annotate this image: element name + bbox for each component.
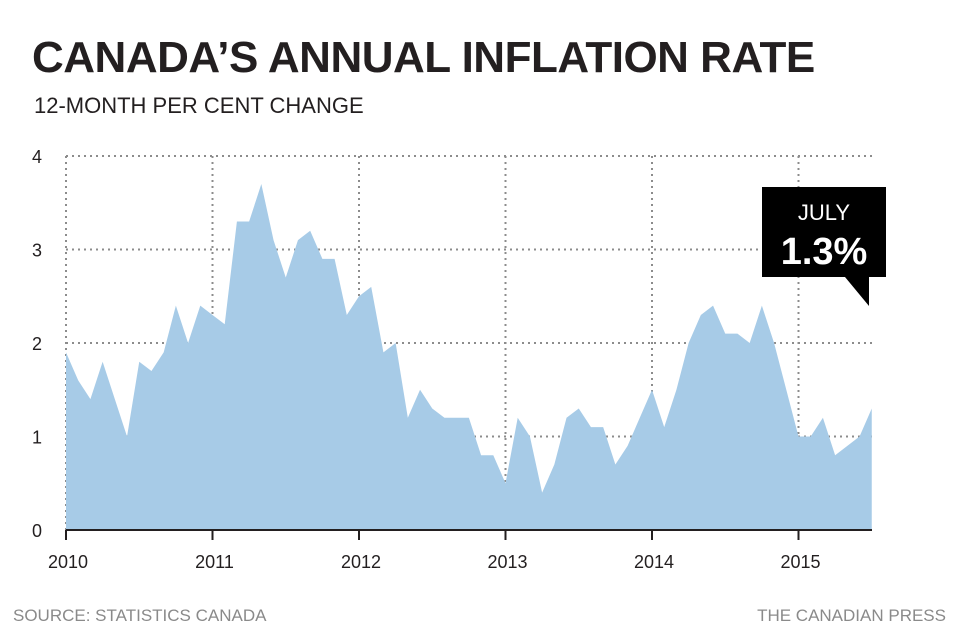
callout-box: JULY 1.3% (762, 187, 886, 306)
x-tick-label: 2013 (487, 552, 527, 572)
y-tick-label: 4 (32, 147, 42, 167)
x-tick-label: 2015 (780, 552, 820, 572)
x-tick-label: 2011 (195, 552, 234, 572)
y-tick-label: 0 (32, 521, 42, 541)
inflation-area (66, 184, 872, 531)
y-tick-label: 3 (32, 241, 42, 261)
y-tick-label: 1 (32, 428, 42, 448)
x-tick-label: 2012 (341, 552, 381, 572)
source-note: SOURCE: STATISTICS CANADA (13, 606, 267, 625)
callout-value-label: 1.3% (781, 231, 868, 273)
chart-subtitle: 12-MONTH PER CENT CHANGE (34, 93, 364, 118)
credit-note: THE CANADIAN PRESS (757, 606, 946, 625)
callout-month-label: JULY (798, 200, 850, 225)
x-tick-label: 2010 (48, 552, 88, 572)
x-tick-label: 2014 (634, 552, 674, 572)
y-tick-label: 2 (32, 334, 42, 354)
chart-title: CANADA’S ANNUAL INFLATION RATE (32, 33, 815, 82)
callout-background (762, 187, 886, 306)
tick-labels: 0 1 2 3 4 2010 2011 2012 2013 2014 2015 (32, 147, 821, 572)
axis-layer (65, 529, 872, 540)
